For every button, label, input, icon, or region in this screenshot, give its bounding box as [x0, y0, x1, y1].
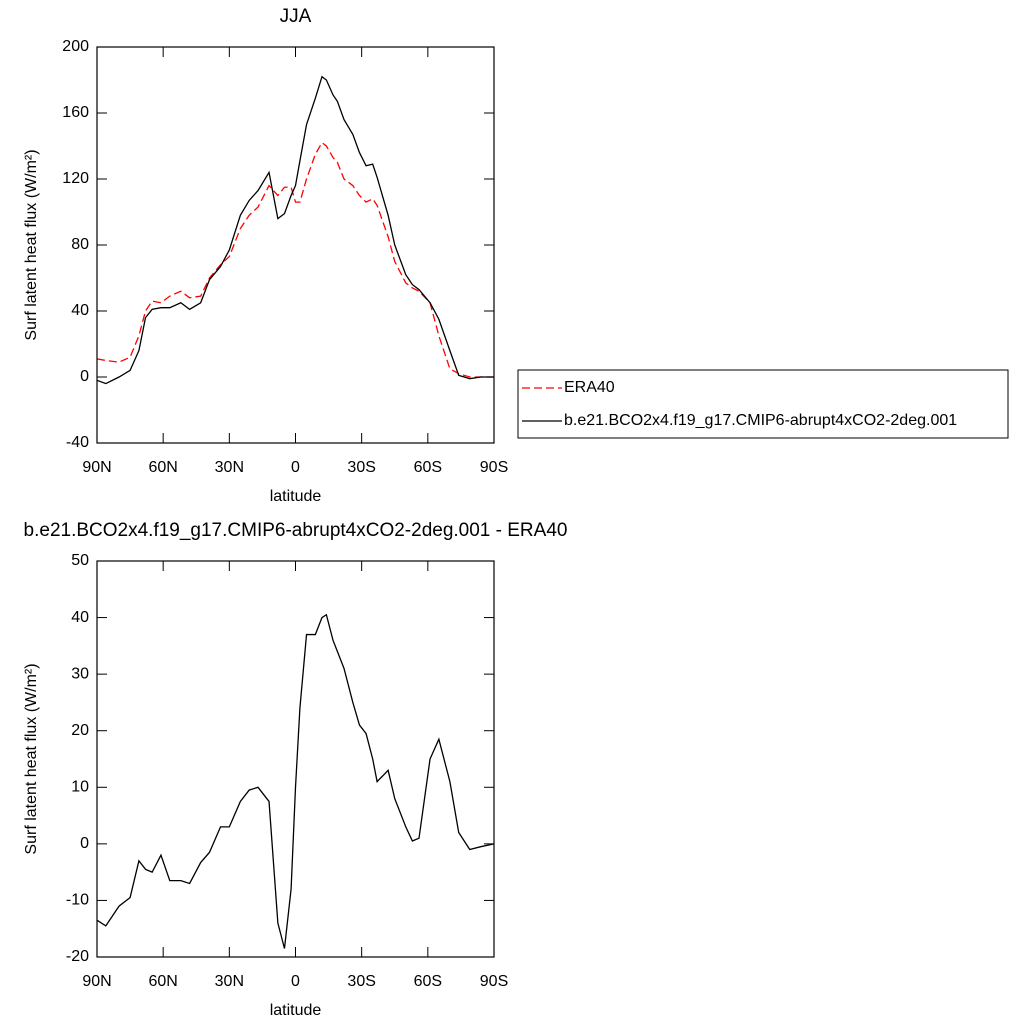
x-tick-label: 60S [414, 459, 442, 476]
x-tick-label: 90S [480, 973, 508, 990]
x-tick-label: 30S [347, 459, 375, 476]
x-tick-label: 30N [215, 973, 244, 990]
y-tick-label: 0 [80, 368, 89, 385]
x-axis-label: latitude [270, 1002, 322, 1019]
y-tick-label: 80 [71, 236, 89, 253]
chart-title: b.e21.BCO2x4.f19_g17.CMIP6-abrupt4xCO2-2… [24, 520, 568, 541]
legend-label: ERA40 [564, 379, 615, 396]
y-tick-label: 0 [80, 835, 89, 852]
chart-title: JJA [280, 6, 312, 27]
y-tick-label: 10 [71, 779, 89, 796]
y-tick-label: 120 [62, 170, 89, 187]
y-axis-label: Surf latent heat flux (W/m²) [23, 663, 40, 854]
y-tick-label: 20 [71, 722, 89, 739]
y-axis-label: Surf latent heat flux (W/m²) [23, 149, 40, 340]
x-tick-label: 90S [480, 459, 508, 476]
data-line [96, 613, 495, 949]
y-tick-label: 160 [62, 104, 89, 121]
x-tick-label: 60N [148, 973, 177, 990]
data-line [96, 75, 494, 385]
x-tick-label: 90N [82, 973, 111, 990]
x-tick-label: 60S [414, 973, 442, 990]
plot-frame [96, 46, 495, 444]
x-tick-label: 90N [82, 459, 111, 476]
data-line [96, 141, 494, 378]
x-axis-label: latitude [270, 488, 322, 505]
y-tick-label: 40 [71, 302, 89, 319]
x-tick-label: 30N [215, 459, 244, 476]
y-tick-label: 200 [62, 38, 89, 55]
y-tick-label: 50 [71, 552, 89, 569]
x-tick-label: 60N [148, 459, 177, 476]
legend-label: b.e21.BCO2x4.f19_g17.CMIP6-abrupt4xCO2-2… [564, 412, 957, 429]
y-tick-label: -10 [66, 892, 89, 909]
x-tick-label: 30S [347, 973, 375, 990]
x-tick-label: 0 [291, 459, 300, 476]
x-tick-label: 0 [291, 973, 300, 990]
plot-frame [96, 560, 495, 958]
y-tick-label: -40 [66, 434, 89, 451]
y-tick-label: -20 [66, 948, 89, 965]
y-tick-label: 30 [71, 665, 89, 682]
legend-box [517, 369, 1009, 439]
y-tick-label: 40 [71, 609, 89, 626]
